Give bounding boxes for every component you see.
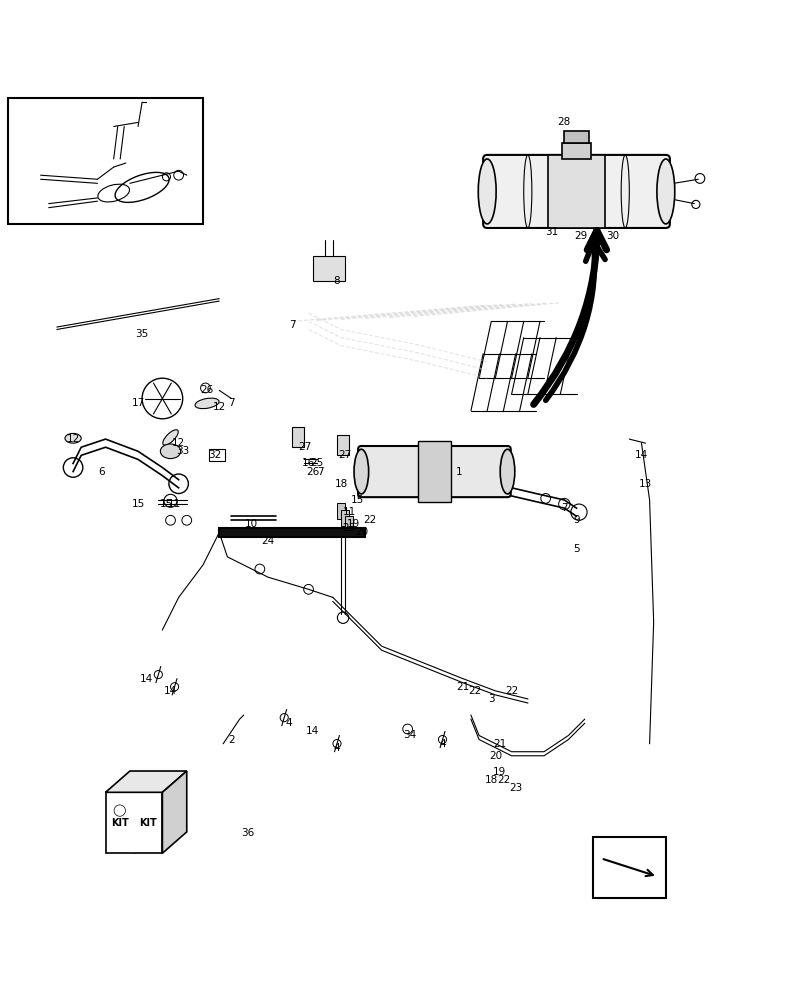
Text: 4: 4 <box>333 743 340 753</box>
Text: 27: 27 <box>298 442 311 452</box>
Text: 7: 7 <box>560 503 567 513</box>
Text: 20: 20 <box>488 751 501 761</box>
Text: 12: 12 <box>172 438 185 448</box>
Ellipse shape <box>478 159 496 224</box>
Text: 8: 8 <box>333 276 340 286</box>
Text: 22: 22 <box>504 686 517 696</box>
Text: 24: 24 <box>261 536 274 546</box>
Text: 34: 34 <box>403 730 416 740</box>
Bar <box>345 516 353 532</box>
Text: 36: 36 <box>241 828 254 838</box>
FancyBboxPatch shape <box>483 155 669 228</box>
Text: 22: 22 <box>363 515 375 525</box>
Text: 19: 19 <box>492 767 505 777</box>
Text: 32: 32 <box>208 450 221 460</box>
Text: 18: 18 <box>334 479 347 489</box>
Text: 5: 5 <box>573 544 579 554</box>
Text: KIT: KIT <box>139 818 157 828</box>
Text: 7: 7 <box>317 467 324 477</box>
Text: 12: 12 <box>212 402 225 412</box>
Ellipse shape <box>65 433 81 443</box>
Text: 14: 14 <box>634 450 647 460</box>
Bar <box>561 143 590 159</box>
Text: 11: 11 <box>168 499 181 509</box>
Text: 15: 15 <box>350 495 363 505</box>
Bar <box>337 435 349 455</box>
Text: 21: 21 <box>492 739 505 749</box>
Text: 1: 1 <box>455 467 461 477</box>
Text: 26: 26 <box>306 467 319 477</box>
Ellipse shape <box>656 159 674 224</box>
Text: 29: 29 <box>573 231 586 241</box>
Text: 22: 22 <box>468 686 481 696</box>
Text: 9: 9 <box>573 515 579 525</box>
Bar <box>547 155 604 228</box>
Bar <box>337 503 345 519</box>
Bar <box>292 427 304 447</box>
Text: 20: 20 <box>354 527 367 537</box>
Polygon shape <box>105 792 162 853</box>
Bar <box>8 98 203 224</box>
Ellipse shape <box>500 449 514 494</box>
Text: 15: 15 <box>131 499 144 509</box>
Text: 7: 7 <box>228 398 234 408</box>
Bar <box>341 510 349 526</box>
Text: 19: 19 <box>346 519 359 529</box>
Text: 7: 7 <box>289 320 295 330</box>
Text: 35: 35 <box>135 329 148 339</box>
Text: 26: 26 <box>200 385 213 395</box>
Bar <box>219 528 365 537</box>
Text: 23: 23 <box>508 783 521 793</box>
Text: 3: 3 <box>487 694 494 704</box>
Text: 14: 14 <box>306 726 319 736</box>
Ellipse shape <box>160 444 180 459</box>
Text: 2: 2 <box>228 735 234 745</box>
Text: 28: 28 <box>557 117 570 127</box>
Text: 14: 14 <box>139 674 152 684</box>
Polygon shape <box>105 771 187 792</box>
Polygon shape <box>162 771 187 853</box>
Text: 11: 11 <box>342 507 355 517</box>
FancyArrowPatch shape <box>545 241 604 400</box>
Text: 27: 27 <box>338 450 351 460</box>
Text: 13: 13 <box>638 479 651 489</box>
Text: 4: 4 <box>285 718 291 728</box>
Text: 6: 6 <box>98 467 105 477</box>
Text: 30: 30 <box>606 231 619 241</box>
Text: 21: 21 <box>456 682 469 692</box>
Text: 31: 31 <box>545 227 558 237</box>
Text: 15: 15 <box>160 499 173 509</box>
Text: 23: 23 <box>342 523 355 533</box>
Text: 16: 16 <box>302 458 315 468</box>
Text: 14: 14 <box>164 686 177 696</box>
Text: 33: 33 <box>176 446 189 456</box>
Text: 4: 4 <box>439 739 445 749</box>
Ellipse shape <box>162 430 178 445</box>
FancyBboxPatch shape <box>358 446 510 497</box>
Bar <box>592 837 665 898</box>
Bar <box>208 449 225 461</box>
Text: 17: 17 <box>131 398 144 408</box>
Text: 12: 12 <box>67 434 79 444</box>
Bar <box>312 256 345 281</box>
Bar <box>564 131 588 143</box>
Ellipse shape <box>195 398 219 409</box>
Text: 18: 18 <box>484 775 497 785</box>
Text: 25: 25 <box>310 458 323 468</box>
Text: 22: 22 <box>496 775 509 785</box>
Text: KIT: KIT <box>111 818 128 828</box>
Text: 10: 10 <box>245 519 258 529</box>
Bar <box>418 441 450 502</box>
Ellipse shape <box>354 449 368 494</box>
